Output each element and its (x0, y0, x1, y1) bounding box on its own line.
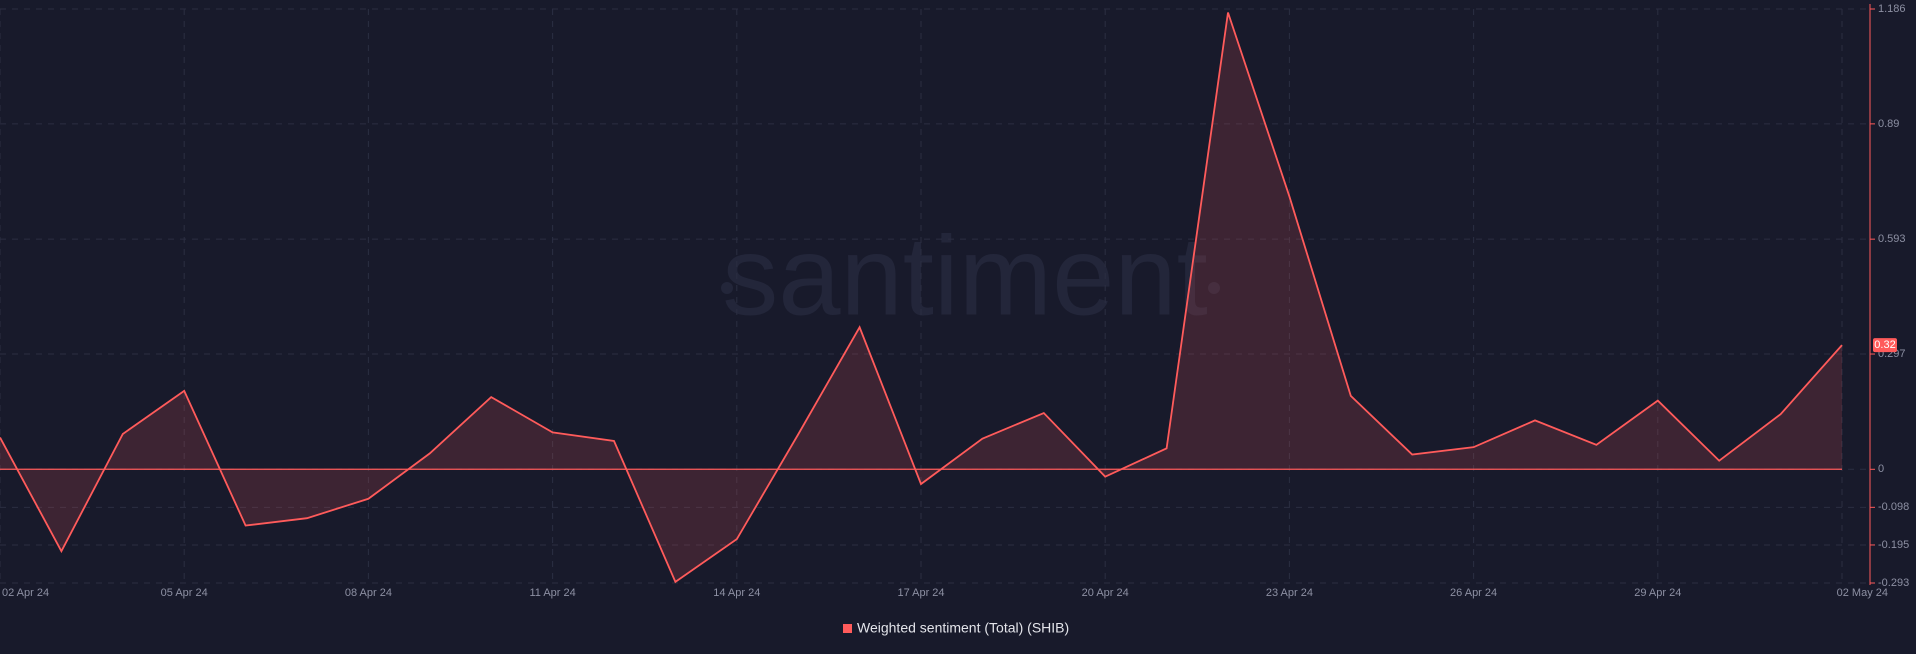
x-tick-label: 17 Apr 24 (897, 587, 944, 599)
y-tick-label: -0.195 (1878, 539, 1909, 551)
line (0, 12, 1843, 584)
y-tick-label: -0.098 (1878, 501, 1909, 513)
y-tick-label: 0 (1878, 463, 1884, 475)
legend: Weighted sentiment (Total) (SHIB) (843, 620, 1069, 636)
area (0, 12, 1842, 582)
y-tick-label: 1.186 (1878, 3, 1906, 15)
x-tick-label: 02 Apr 24 (2, 587, 49, 599)
legend-label: Weighted sentiment (Total) (SHIB) (857, 620, 1069, 636)
y-tick-label: 0.89 (1878, 118, 1899, 130)
last-value-label: 0.32 (1874, 339, 1895, 351)
x-tick-label: 14 Apr 24 (713, 587, 760, 599)
legend-swatch (843, 624, 852, 633)
x-tick-label: 05 Apr 24 (161, 587, 208, 599)
y-tick-label: -0.293 (1878, 577, 1909, 589)
x-tick-label: 11 Apr 24 (529, 587, 575, 599)
last-value-badge (1873, 338, 1897, 353)
watermark-dot (721, 282, 733, 294)
x-tick-label: 26 Apr 24 (1450, 587, 1497, 599)
x-tick-label: 02 May 24 (1837, 587, 1888, 599)
x-tick-label: 23 Apr 24 (1266, 587, 1313, 599)
y-tick-label: 0.593 (1878, 233, 1906, 245)
x-tick-label: 20 Apr 24 (1082, 587, 1129, 599)
x-tick-label: 29 Apr 24 (1634, 587, 1681, 599)
watermark: santiment (722, 214, 1208, 339)
x-tick-label: 08 Apr 24 (345, 587, 392, 599)
watermark-dot (1208, 282, 1220, 294)
